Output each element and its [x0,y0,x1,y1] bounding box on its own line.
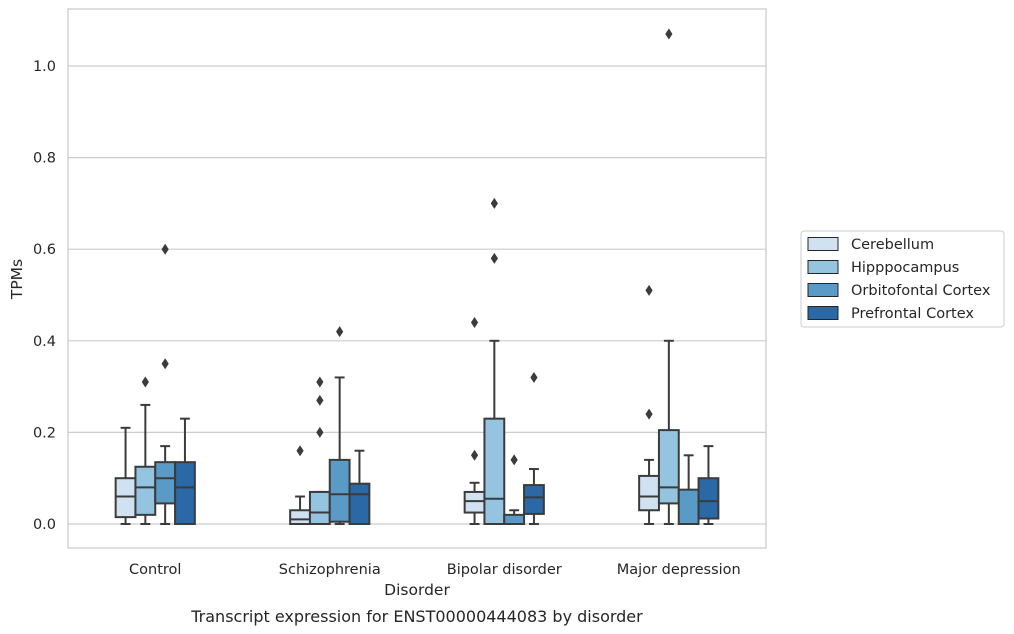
legend-label: Hipppocampus [851,260,959,276]
outlier-point [530,371,538,383]
box-group [463,316,486,525]
outlier-point [161,243,169,255]
legend-label: Prefrontal Cortex [851,306,974,322]
box [523,484,545,515]
y-tick-label: 0.4 [33,334,56,350]
y-tick-label: 0.0 [33,517,56,533]
outlier-point [141,376,149,388]
outlier-point [510,454,518,466]
box [289,509,311,526]
box [114,477,137,519]
box [308,490,331,526]
figure-caption: Transcript expression for ENST0000044408… [190,607,643,626]
outlier-point [161,358,169,370]
box-group [483,197,506,525]
plot-frame [67,8,767,549]
outlier-point [316,394,324,406]
box-group [328,326,351,525]
outlier-point [645,284,653,296]
y-axis-title: TPMs [8,259,26,300]
box-group [308,376,331,526]
box [638,474,660,512]
x-tick-label: Major depression [617,562,741,578]
box [677,488,700,525]
legend-swatch [807,260,839,274]
x-tick-label: Control [129,562,181,578]
box [174,461,196,526]
box [483,417,506,525]
y-tick-labels: 0.0 0.2 0.4 0.6 0.8 1.0 [33,59,56,533]
box-group [134,376,157,525]
box-group [114,426,137,525]
outlier-point [645,408,653,420]
outlier-point [296,445,304,457]
outlier-point [316,426,324,438]
legend: Cerebellum Hipppocampus Orbitofontal Corte… [800,230,1005,328]
y-tick-label: 0.2 [33,425,56,441]
box [503,513,526,526]
box [657,429,680,505]
box-group [503,454,526,526]
x-tick-label: Schizophrenia [279,562,381,578]
box-group [174,417,196,526]
legend-swatch [807,237,839,251]
outlier-point [490,197,498,209]
box [154,461,177,505]
legend-frame [800,230,1005,328]
legend-label: Orbitofontal Cortex [851,283,991,299]
box-group [657,28,680,525]
box [328,458,351,523]
outlier-point [316,376,324,388]
box-group [348,449,371,526]
box-group [677,454,700,525]
legend-swatch [807,306,839,320]
y-tick-label: 0.6 [33,242,56,258]
box [134,465,157,516]
box-group [523,371,545,525]
x-axis-title: Disorder [384,581,450,599]
x-tick-label: Bipolar disorder [447,562,562,578]
box-group [289,445,311,526]
box-plot-series [114,28,720,526]
box-group [154,243,177,525]
y-tick-label: 0.8 [33,151,56,167]
outlier-point [470,449,479,461]
outlier-point [470,316,479,328]
box [463,490,486,514]
y-tick-label: 1.0 [33,59,56,75]
legend-label: Cerebellum [851,237,934,253]
outlier-point [665,28,673,40]
outlier-point [336,326,344,338]
box [697,477,720,520]
box-group [697,445,720,525]
box-group [638,284,660,525]
outlier-point [490,252,498,264]
x-tick-labels: Control Schizophrenia Bipolar disorder Majo… [129,562,741,578]
legend-swatch [807,283,839,297]
box [348,482,371,526]
